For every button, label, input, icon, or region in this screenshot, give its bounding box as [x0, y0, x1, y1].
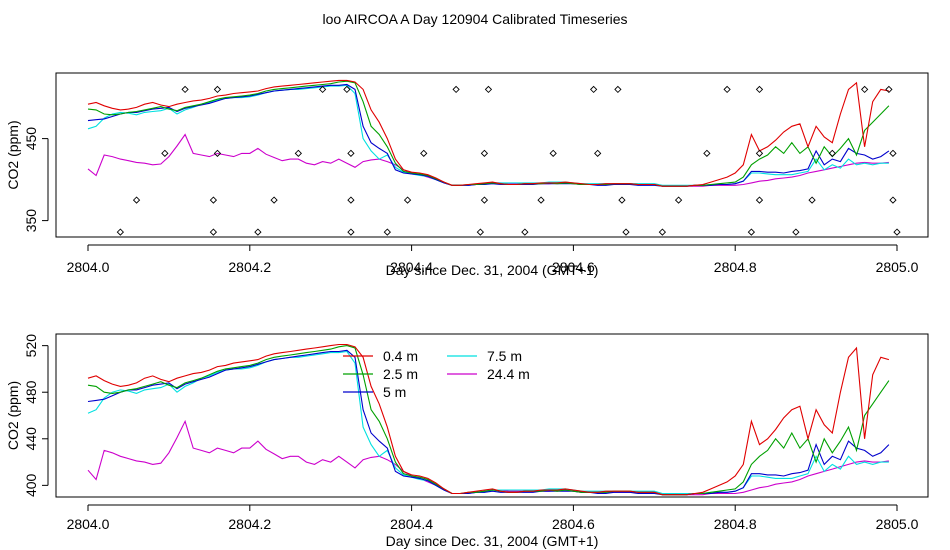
diamond-marker [480, 196, 489, 204]
diamond-marker [383, 228, 391, 236]
series-line-5-m [87, 83, 890, 187]
y-axis-label: CO2 (ppm) [5, 381, 21, 450]
diamond-marker [889, 149, 897, 157]
top-panel: 2804.0 2804.2 2804.4 2804.6 2804.8 2805.0 Day … [5, 72, 929, 278]
y-axis: 400 440 480 520 [23, 334, 49, 497]
y-tick-label: 480 [23, 380, 39, 404]
x-tick-label: 2804.4 [390, 259, 433, 275]
diamond-marker [755, 196, 764, 204]
legend-label: 7.5 m [487, 348, 522, 364]
x-axis: 2804.0 2804.2 2804.4 2804.6 2804.8 2805.0 [67, 244, 919, 275]
diamond-marker [614, 85, 622, 94]
diamond-marker [161, 149, 169, 157]
legend: 0.4 m 2.5 m 5 m 7.5 m 24.4 m [343, 348, 530, 400]
diamond-marker [181, 85, 189, 94]
y-tick-label: 350 [23, 209, 39, 233]
marker-group [116, 85, 901, 236]
diamond-marker [318, 85, 327, 94]
diamond-marker [747, 228, 756, 236]
series-line-5-m [87, 349, 890, 496]
series-group [87, 343, 890, 496]
diamond-marker [343, 85, 351, 94]
x-tick-label: 2804.4 [390, 516, 433, 532]
legend-label: 0.4 m [383, 348, 418, 364]
diamond-marker [213, 85, 222, 94]
diamond-marker [132, 196, 141, 204]
x-axis-label: Day since Dec. 31, 2004 (GMT+1) [386, 533, 599, 549]
diamond-marker [808, 196, 816, 204]
legend-label: 5 m [383, 384, 406, 400]
x-tick-label: 2804.8 [714, 516, 757, 532]
series-line-24-4-m [87, 419, 889, 496]
legend-label: 24.4 m [487, 366, 530, 382]
x-tick-label: 2804.2 [228, 516, 271, 532]
x-tick-label: 2804.0 [67, 259, 110, 275]
diamond-marker [861, 85, 869, 94]
y-axis-label: CO2 (ppm) [5, 120, 21, 189]
diamond-marker [674, 196, 683, 204]
diamond-marker [403, 196, 412, 204]
diamond-marker [480, 149, 489, 157]
plot-frame [55, 72, 929, 238]
x-tick-label: 2804.6 [552, 516, 595, 532]
x-tick-label: 2804.2 [228, 259, 271, 275]
diamond-marker [209, 196, 218, 204]
plot-frame [55, 333, 929, 498]
diamond-marker [537, 196, 545, 204]
diamond-marker [294, 149, 302, 157]
y-tick-label: 450 [23, 127, 39, 151]
diamond-marker [521, 228, 529, 236]
diamond-marker [594, 149, 602, 157]
diamond-marker [589, 85, 598, 94]
diamond-marker [723, 85, 731, 94]
diamond-marker [549, 149, 557, 157]
diamond-marker [703, 149, 711, 157]
y-tick-label: 440 [23, 427, 39, 451]
diamond-marker [755, 85, 764, 94]
diamond-marker [209, 228, 218, 236]
diamond-marker [476, 228, 485, 236]
series-line-7-5-m [87, 84, 889, 186]
diamond-marker [889, 196, 897, 204]
diamond-marker [893, 228, 901, 236]
y-axis: 350 450 [23, 127, 49, 233]
diamond-marker [347, 149, 355, 157]
series-line-0-4-m [87, 79, 890, 187]
chart-title: loo AIRCOA A Day 120904 Calibrated Times… [322, 11, 628, 27]
x-tick-label: 2805.0 [876, 516, 919, 532]
x-tick-label: 2804.0 [67, 516, 110, 532]
diamond-marker [254, 228, 262, 236]
diamond-marker [622, 228, 630, 236]
series-line-0-4-m [87, 343, 890, 496]
y-tick-label: 520 [23, 334, 39, 358]
bottom-panel: 2804.0 2804.2 2804.4 2804.6 2804.8 2805.0 Day … [5, 333, 929, 549]
series-line-2-5-m [87, 80, 890, 187]
x-axis-label: Day since Dec. 31, 2004 (GMT+1) [386, 262, 599, 278]
diamond-marker [116, 228, 124, 236]
x-tick-label: 2804.6 [552, 259, 595, 275]
diamond-marker [420, 149, 428, 157]
diamond-marker [658, 228, 667, 236]
series-line-2-5-m [87, 345, 890, 496]
diamond-marker [270, 196, 278, 204]
diamond-marker [618, 196, 626, 204]
diamond-marker [347, 228, 355, 236]
legend-label: 2.5 m [383, 366, 418, 382]
diamond-marker [755, 149, 764, 157]
y-tick-label: 400 [23, 473, 39, 497]
diamond-marker [792, 228, 800, 236]
series-line-24-4-m [87, 133, 889, 187]
x-tick-label: 2804.8 [714, 259, 757, 275]
diamond-marker [347, 196, 355, 204]
x-tick-label: 2805.0 [876, 259, 919, 275]
diamond-marker [828, 149, 836, 157]
diamond-marker [484, 85, 493, 94]
diamond-marker [885, 85, 893, 94]
x-axis: 2804.0 2804.2 2804.4 2804.6 2804.8 2805.0 [67, 504, 919, 532]
diamond-marker [452, 85, 460, 94]
diamond-marker [213, 149, 222, 157]
series-group [87, 79, 890, 187]
